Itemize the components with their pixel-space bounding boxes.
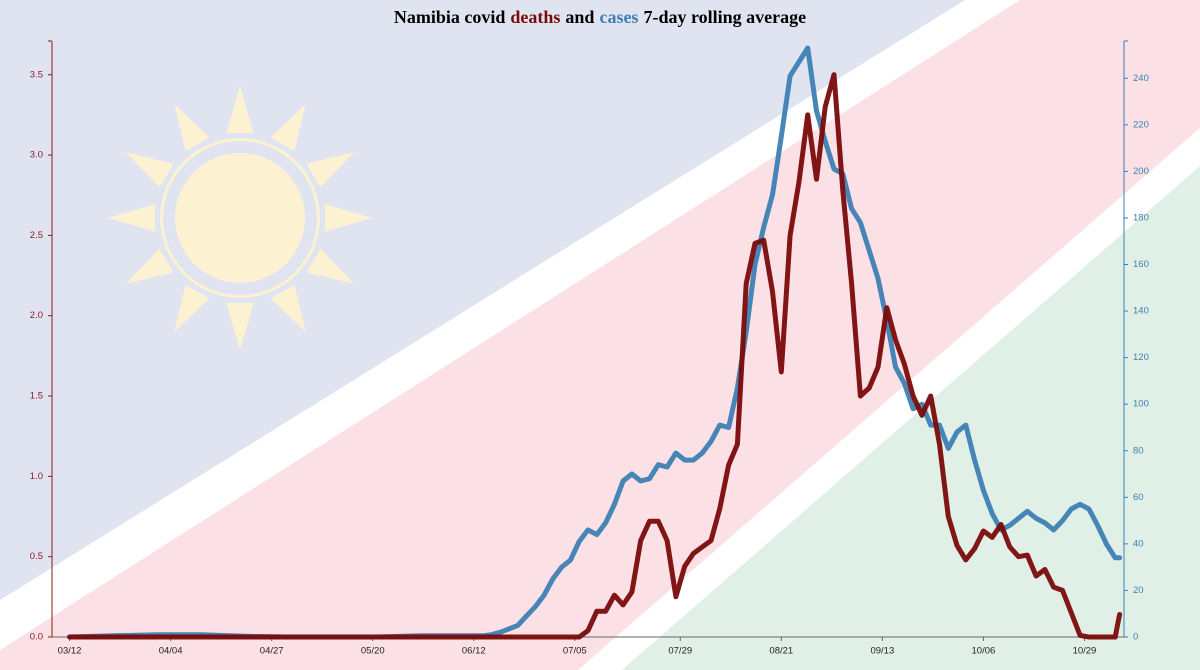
x-tick-label: 07/05 [563, 646, 587, 657]
sun [108, 86, 372, 350]
y2-tick-label: 60 [1133, 492, 1144, 503]
y-tick-label: 1.5 [30, 391, 43, 402]
y2-tick-label: 200 [1133, 166, 1149, 177]
y-tick-label: 2.5 [30, 230, 43, 241]
x-tick-label: 04/27 [260, 646, 284, 657]
y2-tick-label: 0 [1133, 632, 1138, 643]
y2-tick-label: 100 [1133, 399, 1149, 410]
y-tick-label: 0.0 [30, 632, 43, 643]
y2-tick-label: 120 [1133, 352, 1149, 363]
sun-ray [270, 103, 306, 152]
x-tick-label: 05/20 [361, 646, 385, 657]
x-tick-label: 10/29 [1073, 646, 1097, 657]
sun-ray [174, 284, 210, 333]
sun-ray [270, 284, 306, 333]
sun-ray [125, 152, 174, 188]
y2-tick-label: 180 [1133, 212, 1149, 223]
sun-ray [174, 103, 210, 152]
sun-disk [175, 153, 305, 283]
y2-tick-label: 220 [1133, 119, 1149, 130]
y-tick-label: 3.5 [30, 69, 43, 80]
title-series: cases [599, 7, 639, 27]
y-tick-label: 2.0 [30, 310, 43, 321]
x-tick-label: 08/21 [769, 646, 793, 657]
sun-ray [306, 248, 355, 284]
title-part: 7-day rolling average [643, 7, 807, 27]
series-line [67, 45, 1123, 640]
sun-ray [226, 302, 254, 350]
sun-ray [324, 204, 372, 232]
sun-ray [306, 152, 355, 188]
x-tick-label: 07/29 [668, 646, 692, 657]
title-part: Namibia covid [393, 7, 506, 27]
series-line [67, 72, 1123, 640]
x-tick-label: 09/13 [870, 646, 894, 657]
chart-title: Namibia covid deaths and cases 7-day rol… [0, 7, 1200, 28]
sun-ray [226, 86, 254, 134]
y-tick-label: 0.5 [30, 551, 43, 562]
y2-tick-label: 240 [1133, 73, 1149, 84]
y2-tick-label: 80 [1133, 445, 1144, 456]
title-series: deaths [510, 7, 561, 27]
x-tick-label: 03/12 [58, 646, 82, 657]
y-tick-label: 3.0 [30, 150, 43, 161]
bg-green [622, 166, 1200, 670]
x-tick-label: 04/04 [159, 646, 183, 657]
y-tick-label: 1.0 [30, 471, 43, 482]
y2-tick-label: 20 [1133, 585, 1144, 596]
sun-ray [108, 204, 156, 232]
title-part: and [565, 7, 595, 27]
y2-tick-label: 160 [1133, 259, 1149, 270]
x-tick-label: 10/06 [972, 646, 996, 657]
x-tick-label: 06/12 [462, 646, 486, 657]
y2-tick-label: 40 [1133, 538, 1144, 549]
y2-tick-label: 140 [1133, 306, 1149, 317]
sun-ray [125, 248, 174, 284]
